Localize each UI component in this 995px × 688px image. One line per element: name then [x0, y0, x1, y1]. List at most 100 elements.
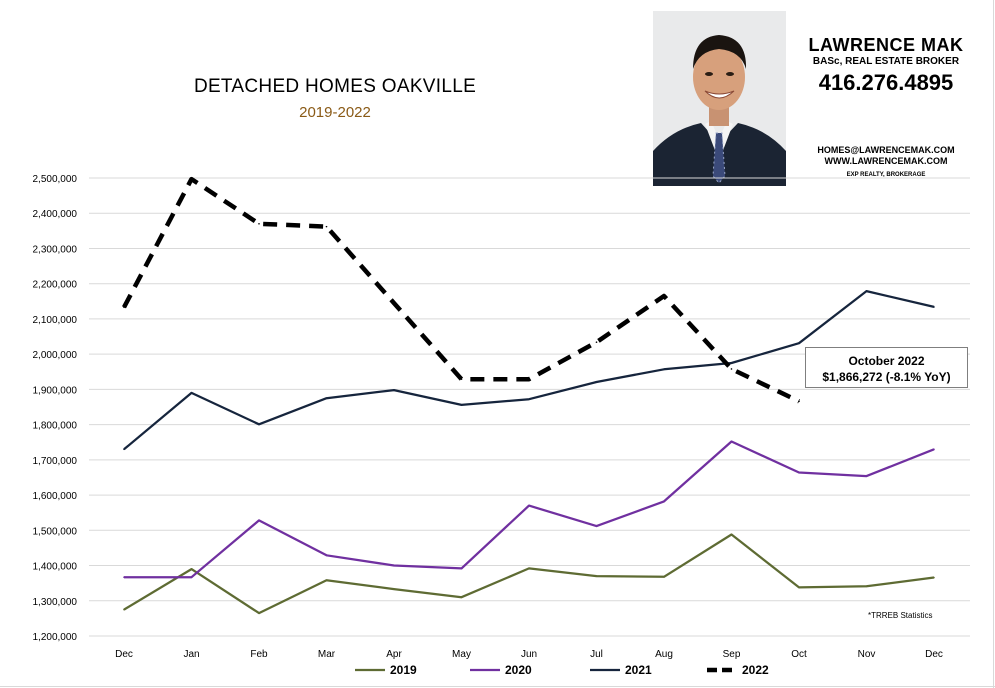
data-point-2021: [798, 342, 800, 345]
x-tick-label: May: [452, 649, 471, 660]
data-point-2021: [393, 389, 395, 391]
x-tick-label: Mar: [318, 649, 336, 660]
x-tick-label: Feb: [250, 649, 268, 660]
data-point-2022: [325, 225, 328, 228]
data-point-2020: [933, 448, 935, 451]
data-point-2020: [258, 519, 260, 522]
data-point-2022: [460, 378, 463, 380]
y-tick-label: 1,900,000: [33, 385, 78, 396]
agent-phone: 416.276.4895: [818, 70, 954, 95]
data-point-2019: [460, 596, 463, 599]
data-point-2020: [865, 475, 868, 477]
data-point-2022: [528, 378, 530, 380]
data-point-2020: [730, 440, 733, 443]
data-point-2020: [325, 554, 328, 557]
data-point-2020: [190, 576, 193, 578]
data-point-2019: [663, 576, 665, 578]
data-point-2021: [258, 423, 260, 426]
data-point-2022: [258, 223, 260, 225]
legend-label-2020: 2020: [505, 663, 532, 677]
y-tick-label: 2,200,000: [33, 280, 78, 291]
agent-website: WWW.LAWRENCEMAK.COM: [824, 156, 948, 166]
series-line-2020: [124, 440, 935, 579]
data-point-2019: [528, 567, 530, 570]
agent-credentials: BASc, REAL ESTATE BROKER: [812, 56, 960, 67]
y-tick-label: 1,200,000: [33, 632, 78, 643]
x-tick-label: Jul: [590, 649, 603, 660]
y-tick-label: 2,300,000: [33, 244, 78, 255]
data-point-2019: [933, 576, 935, 579]
data-point-2021: [595, 381, 598, 383]
y-tick-label: 1,400,000: [33, 562, 78, 573]
data-point-2021: [528, 398, 530, 401]
x-tick-label: Jan: [183, 649, 199, 660]
data-point-2022: [730, 368, 733, 370]
callout-line-1: October 2022: [848, 354, 925, 368]
agent-email: HOMES@LAWRENCEMAK.COM: [817, 145, 955, 155]
agent-name: LAWRENCE MAK: [808, 35, 964, 55]
data-point-2022: [123, 306, 125, 309]
x-tick-label: Nov: [858, 649, 876, 660]
data-point-2020: [798, 471, 800, 474]
series-line-2019: [123, 533, 935, 615]
data-point-2022: [190, 178, 193, 180]
data-point-2021: [190, 392, 193, 394]
agent-brokerage: EXP REALTY, BROKERAGE: [846, 172, 926, 178]
data-point-2019: [595, 575, 598, 577]
y-tick-label: 1,700,000: [33, 456, 78, 467]
october-2022-callout: October 2022 $1,866,272 (-8.1% YoY): [805, 347, 968, 388]
data-point-2020: [595, 525, 598, 527]
data-point-2019: [258, 612, 260, 614]
y-tick-label: 2,500,000: [33, 174, 78, 185]
data-point-2019: [798, 586, 800, 589]
data-point-2020: [460, 567, 463, 570]
data-point-2020: [123, 576, 125, 578]
chart-subtitle: 2019-2022: [299, 104, 371, 121]
data-point-2022: [595, 341, 598, 343]
data-point-2021: [933, 306, 935, 308]
y-tick-label: 2,400,000: [33, 209, 78, 220]
y-tick-label: 2,000,000: [33, 350, 78, 361]
frame-bottom-edge: [0, 686, 995, 687]
y-tick-label: 1,800,000: [33, 421, 78, 432]
agent-photo: [653, 11, 786, 186]
data-point-2022: [798, 400, 800, 403]
data-point-2021: [460, 404, 463, 406]
x-tick-label: Sep: [723, 649, 741, 660]
data-point-2020: [663, 500, 665, 503]
data-point-2021: [730, 362, 733, 364]
data-point-2019: [190, 568, 193, 570]
y-tick-label: 2,100,000: [33, 315, 78, 326]
data-point-2021: [325, 397, 328, 399]
x-tick-label: Aug: [655, 649, 673, 660]
series-line-2022: [122, 176, 800, 404]
frame-right-edge: [993, 0, 994, 688]
y-tick-label: 1,500,000: [33, 526, 78, 537]
data-point-2022: [393, 302, 395, 304]
x-tick-label: Dec: [115, 649, 133, 660]
data-point-2019: [730, 533, 733, 536]
legend-label-2022: 2022: [742, 663, 769, 677]
callout-line-2: $1,866,272 (-8.1% YoY): [822, 370, 951, 384]
data-point-2019: [393, 588, 395, 590]
chart-title: DETACHED HOMES OAKVILLE: [193, 76, 477, 97]
data-point-2021: [865, 290, 868, 292]
legend-label-2019: 2019: [390, 663, 417, 677]
legend-label-2021: 2021: [625, 663, 652, 677]
y-tick-label: 1,300,000: [33, 597, 78, 608]
source-footnote: *TRREB Statistics: [868, 611, 933, 620]
data-point-2019: [325, 579, 328, 582]
data-point-2020: [393, 564, 395, 567]
x-tick-label: Oct: [791, 649, 807, 660]
agent-portrait-illustration: [653, 11, 786, 186]
data-point-2019: [865, 585, 868, 588]
data-point-2020: [528, 504, 530, 507]
data-point-2022: [663, 295, 665, 297]
data-point-2021: [663, 368, 665, 371]
y-tick-label: 1,600,000: [33, 491, 78, 502]
x-tick-label: Jun: [521, 649, 537, 660]
data-point-2021: [123, 448, 125, 451]
x-tick-label: Apr: [386, 649, 402, 660]
